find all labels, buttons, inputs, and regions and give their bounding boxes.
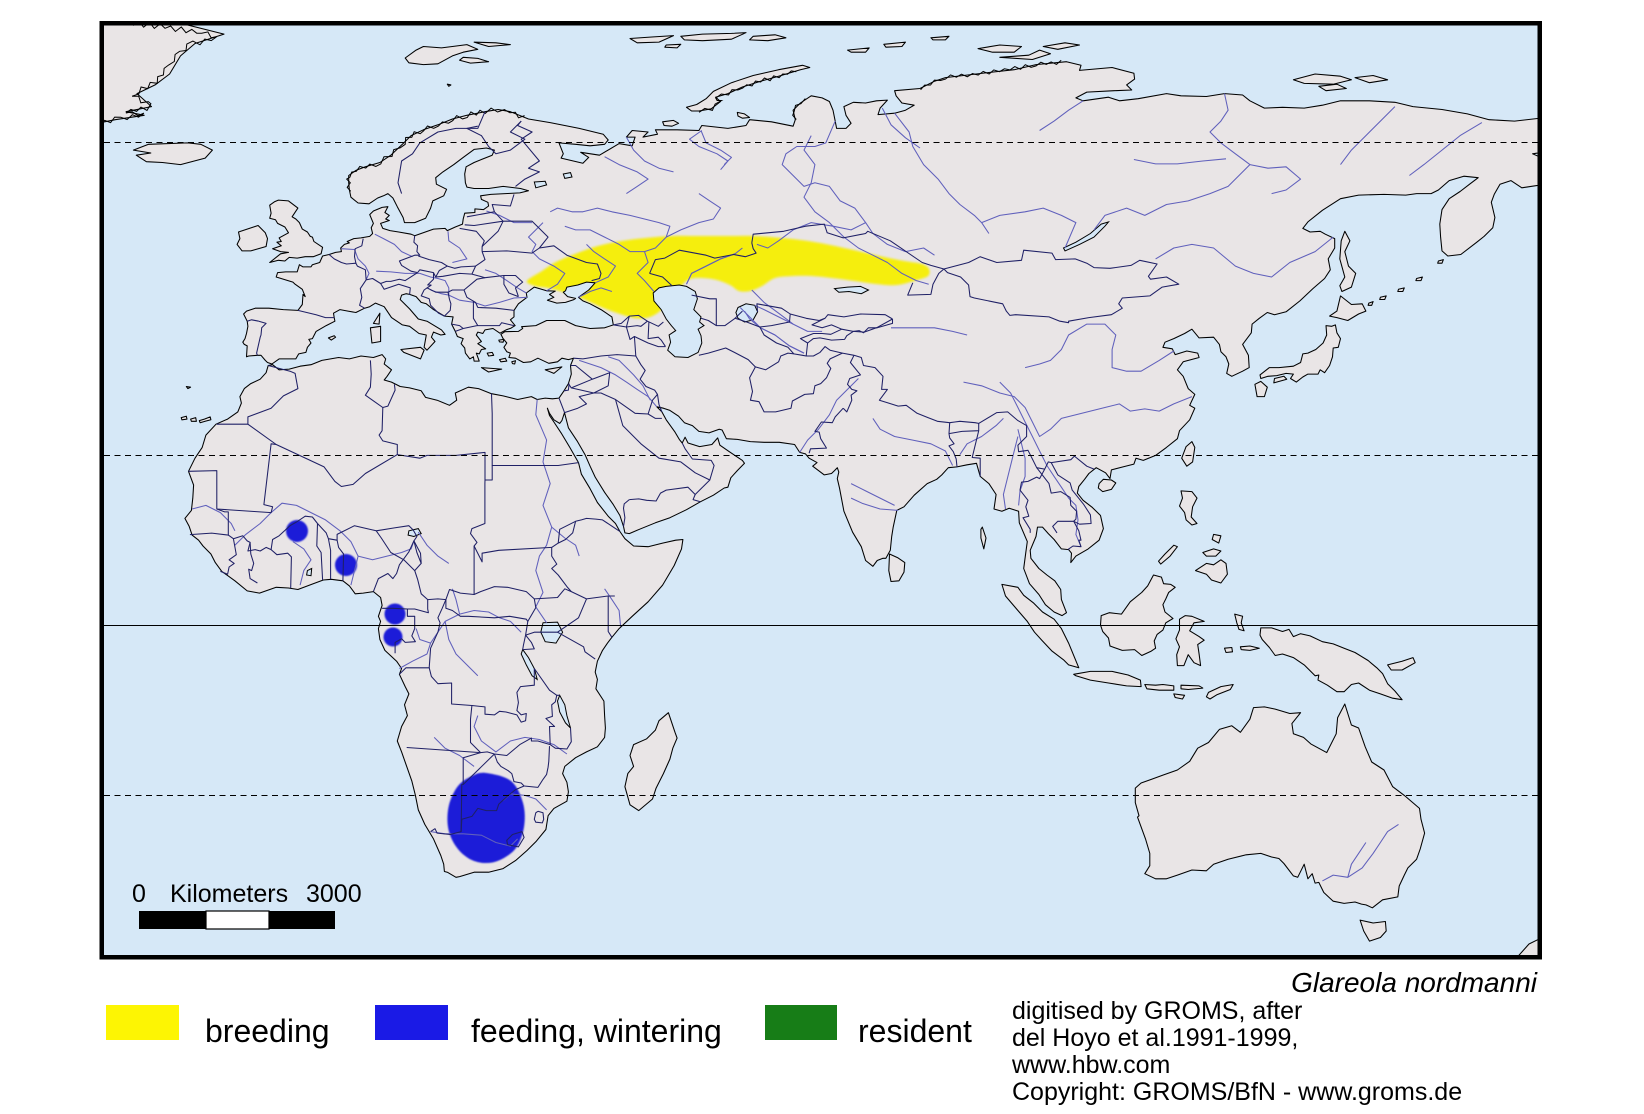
svg-text:3000: 3000 <box>306 880 362 908</box>
svg-text:feeding, wintering: feeding, wintering <box>471 1013 722 1049</box>
svg-text:Kilometers: Kilometers <box>170 880 288 908</box>
svg-text:resident: resident <box>858 1013 972 1049</box>
svg-text:digitised by GROMS, after: digitised by GROMS, after <box>1012 997 1302 1025</box>
svg-text:Copyright: GROMS/BfN - www.gro: Copyright: GROMS/BfN - www.groms.de <box>1012 1078 1462 1106</box>
svg-text:breeding: breeding <box>205 1013 330 1049</box>
svg-text:del Hoyo et al.1991-1999,: del Hoyo et al.1991-1999, <box>1012 1024 1298 1052</box>
svg-text:Glareola nordmanni: Glareola nordmanni <box>1291 967 1538 998</box>
svg-text:www.hbw.com: www.hbw.com <box>1011 1051 1170 1079</box>
svg-text:0: 0 <box>132 880 146 908</box>
